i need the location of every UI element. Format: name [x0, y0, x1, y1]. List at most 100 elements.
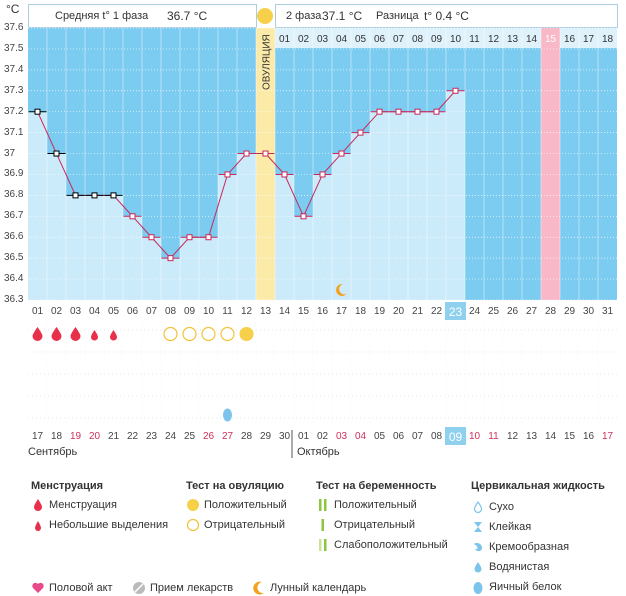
y-tick-label: 37.6 [4, 22, 24, 33]
temperature-point [34, 108, 41, 115]
ovulation-test-positive-icon [239, 327, 254, 341]
single-stripe-icon [321, 519, 324, 531]
calendar-date-label: 25 [183, 431, 196, 442]
legend-label: Клейкая [489, 521, 532, 533]
cycle-day-label: 04 [88, 306, 101, 317]
small-drop-icon [110, 330, 117, 341]
temperature-fill-column [28, 111, 47, 300]
moon-icon [336, 283, 347, 296]
calendar-date-label: 17 [31, 431, 44, 442]
cycle-day-label: 02 [50, 306, 63, 317]
phase2-label: 2 фаза [286, 10, 322, 22]
y-tick-label: 36.8 [4, 189, 24, 201]
cycle-day-label: 08 [164, 306, 177, 317]
calendar-date-label: 05 [373, 431, 386, 442]
temperature-point [433, 108, 440, 115]
y-tick-label: 36.5 [4, 252, 24, 264]
calendar-date-label: 06 [392, 431, 405, 442]
phase2-day-label: 04 [336, 34, 348, 45]
temperature-point [319, 171, 326, 178]
calendar-date-label: 19 [69, 431, 82, 442]
y-tick-label: 37.3 [4, 84, 24, 96]
legend-label: Сухо [489, 501, 514, 513]
legend-label: Положительный [334, 499, 417, 511]
temperature-point [376, 108, 383, 115]
legend-label: Кремообразная [489, 541, 570, 553]
temperature-fill-column [104, 195, 123, 300]
small-drop-icon [91, 330, 98, 341]
temperature-point [205, 234, 212, 241]
y-tick-label: 36.3 [4, 294, 24, 305]
phase1-label: Средняя t° 1 фаза [55, 10, 149, 22]
calendar-date-label: 08 [430, 431, 443, 442]
small-drop-icon [35, 521, 41, 531]
legend-label: Положительный [204, 499, 287, 511]
calendar-date-label: 12 [506, 431, 519, 442]
temperature-fill-column [47, 153, 66, 300]
temperature-fill-column [161, 258, 180, 300]
y-tick-label: 36.4 [4, 273, 24, 285]
calendar-date-label: 27 [221, 431, 234, 442]
calendar-date-label: 16 [582, 431, 595, 442]
phase2-day-label: 16 [564, 34, 576, 45]
temperature-point [91, 192, 98, 199]
calendar-date-label: 24 [164, 431, 177, 442]
y-tick-label: 37.4 [4, 63, 24, 75]
cycle-day-label: 13 [259, 306, 272, 317]
phase1-value: 36.7 °C [167, 9, 208, 23]
phase2-day-label: 17 [583, 34, 595, 45]
legend-label: Небольшие выделения [49, 519, 169, 531]
temperature-fill-column [408, 111, 427, 300]
legend-ovulation-test-title: Тест на овуляцию [186, 480, 285, 492]
temperature-point [395, 108, 402, 115]
legend-pregnancy-test-title: Тест на беременность [316, 480, 437, 492]
calendar-date-label: 10 [468, 431, 481, 442]
calendar-date-label: 13 [525, 431, 538, 442]
temperature-fill-column [389, 111, 408, 300]
temperature-fill-column [370, 111, 389, 300]
legend-label: Отрицательный [204, 519, 285, 531]
phase2-day-label: 18 [602, 34, 614, 45]
calendar-date-label: 07 [411, 431, 424, 442]
cycle-day-label: 17 [335, 306, 348, 317]
cycle-day-label: 10 [202, 306, 215, 317]
y-tick-label: 36.7 [4, 210, 24, 222]
pill-icon [133, 582, 145, 594]
calendar-date-label: 30 [278, 431, 291, 442]
calendar-date-label: 01 [297, 431, 310, 442]
cycle-day-label: 18 [354, 306, 367, 317]
legend-label: Прием лекарств [150, 582, 234, 594]
y-tick-label: 36.6 [4, 231, 24, 243]
phase2-day-label: 13 [507, 34, 519, 45]
calendar-date-label: 04 [354, 431, 367, 442]
legend-cervical-title: Цервикальная жидкость [471, 480, 605, 492]
temperature-fill-column [66, 195, 85, 300]
cycle-day-label: 26 [506, 306, 519, 317]
cycle-day-label: 03 [69, 306, 82, 317]
heart-icon [32, 582, 44, 593]
highlight-column [541, 28, 560, 300]
y-tick-label: 36.9 [4, 168, 24, 180]
phase2-day-label: 10 [450, 34, 462, 45]
cycle-day-label: 01 [31, 306, 44, 317]
calendar-date-label: 02 [316, 431, 329, 442]
temperature-point [300, 213, 307, 220]
calendar-date-label: 29 [259, 431, 272, 442]
cycle-day-label: 29 [563, 306, 576, 317]
temperature-fill-column [237, 153, 256, 300]
temperature-point [53, 150, 60, 157]
calendar-date-label: 26 [202, 431, 215, 442]
cycle-day-label: 05 [107, 306, 120, 317]
calendar-date-label: 17 [601, 431, 614, 442]
y-tick-label: 37.5 [4, 42, 24, 54]
legend-menstruation-title: Менструация [31, 480, 104, 492]
temperature-point [72, 192, 79, 199]
calendar-date-label: 21 [107, 431, 120, 442]
calendar-date-label: 03 [335, 431, 348, 442]
phase2-day-label: 05 [355, 34, 367, 45]
drop-icon [34, 499, 42, 511]
phase1-average-box: Средняя t° 1 фаза 36.7 °C [28, 4, 257, 28]
ovulation-sun-icon [257, 8, 273, 24]
cycle-day-label: 19 [373, 306, 386, 317]
cycle-day-label: 24 [468, 306, 481, 317]
